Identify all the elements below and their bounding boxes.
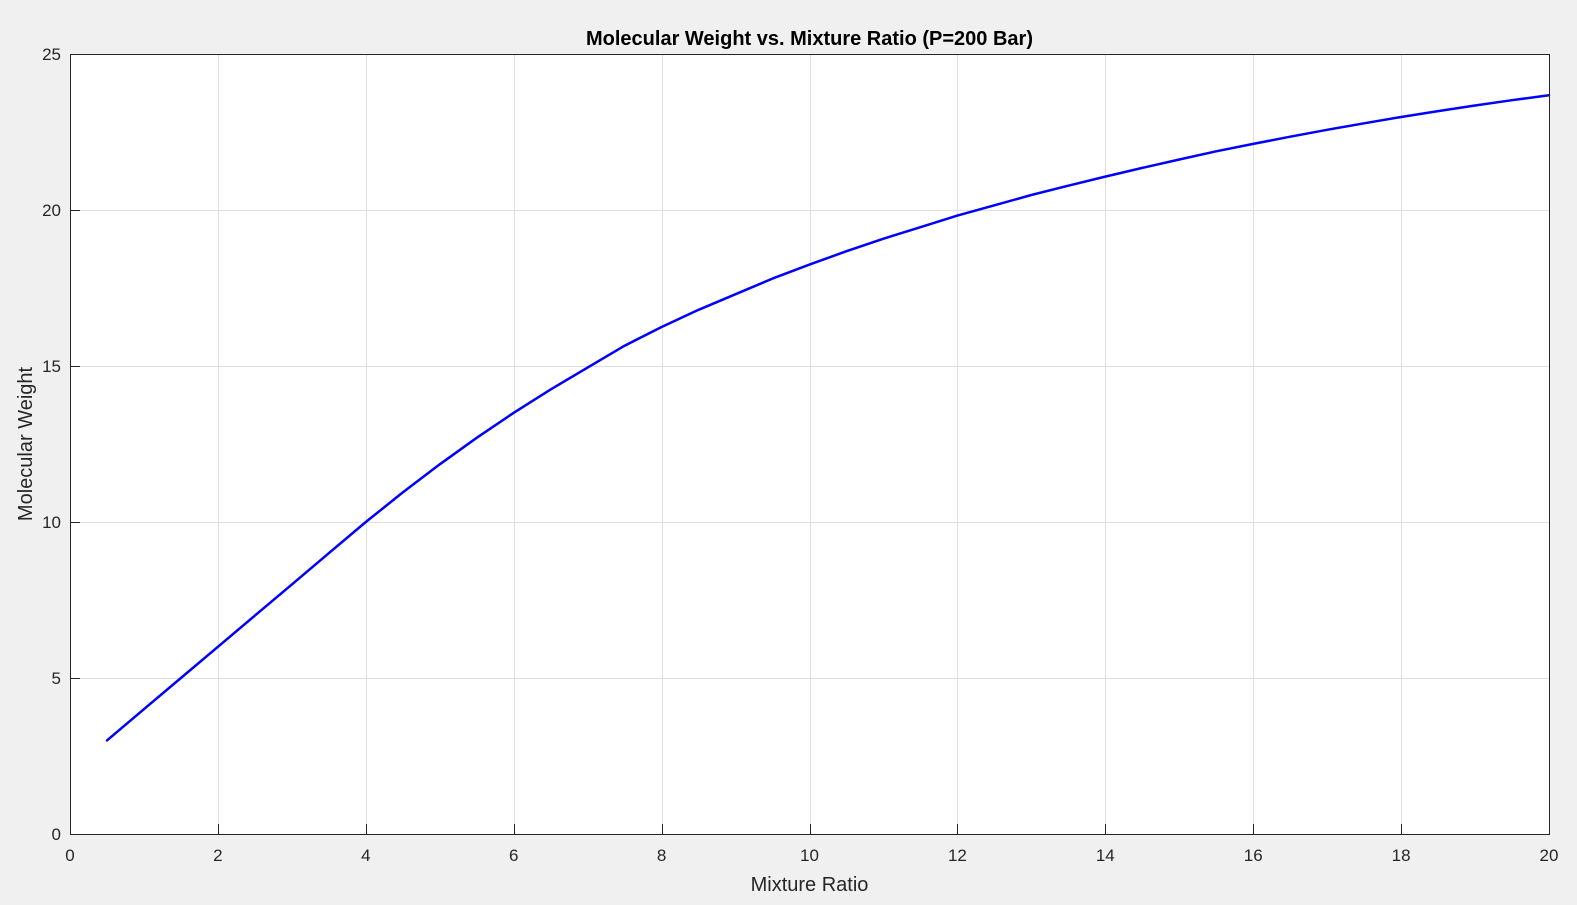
x-tick-label-7: 14 [1096, 846, 1115, 865]
plot-frame [70, 54, 1550, 835]
series-line-0 [105, 93, 1551, 742]
y-tick-label-4: 20 [42, 201, 61, 220]
y-tick-label-5: 25 [42, 45, 61, 64]
x-tick-label-8: 16 [1244, 846, 1263, 865]
y-tick-label-2: 10 [42, 513, 61, 532]
x-tick-label-4: 8 [657, 846, 666, 865]
plot-area [70, 54, 1549, 834]
x-tick-label-9: 18 [1392, 846, 1411, 865]
grid [70, 54, 1549, 834]
y-tick-label-3: 15 [42, 357, 61, 376]
x-tick-label-10: 20 [1540, 846, 1559, 865]
x-tick-label-3: 6 [509, 846, 518, 865]
y-axis-label: Molecular Weight [15, 366, 37, 521]
x-tick-label-2: 4 [361, 846, 370, 865]
x-tick-label-6: 12 [948, 846, 967, 865]
x-tick-label-0: 0 [65, 846, 74, 865]
y-tick-label-0: 0 [52, 825, 61, 844]
y-tick-label-1: 5 [52, 669, 61, 688]
x-tick-label-1: 2 [213, 846, 222, 865]
chart-title: Molecular Weight vs. Mixture Ratio (P=20… [586, 28, 1033, 50]
x-axis-label: Mixture Ratio [751, 874, 869, 896]
ticks: 0 2 4 6 8 10 12 14 16 18 20 0 5 10 15 20 25 [42, 45, 1558, 865]
series-layer [105, 93, 1551, 742]
x-tick-label-5: 10 [800, 846, 819, 865]
